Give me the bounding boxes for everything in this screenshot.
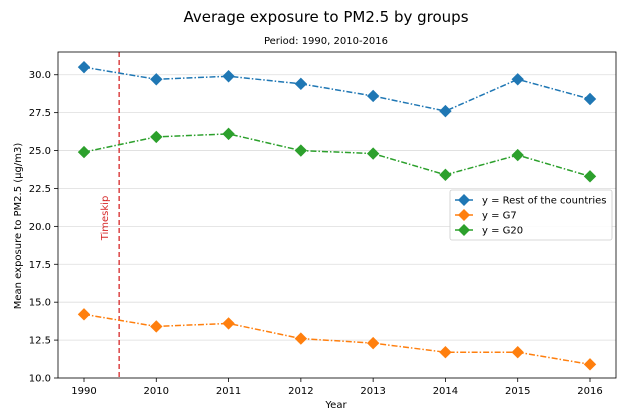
data-point bbox=[583, 92, 597, 106]
axes: 10.0 12.5 15.0 17.5 20.0 22.5 25.0 27.5 30.0 1990… bbox=[29, 51, 617, 397]
plot-frame bbox=[57, 51, 617, 379]
x-tick-label: 2016 bbox=[577, 386, 602, 397]
x-tick-label: 2013 bbox=[360, 386, 385, 397]
data-point bbox=[583, 358, 597, 371]
y-tick-label: 20.0 bbox=[29, 222, 51, 233]
data-point bbox=[511, 73, 524, 86]
data-point bbox=[366, 147, 380, 160]
data-point bbox=[77, 145, 91, 159]
data-point bbox=[439, 346, 452, 359]
timeskip-annotation: Timeskip bbox=[100, 52, 120, 378]
data-point bbox=[366, 336, 380, 350]
legend-label: y = Rest of the countries bbox=[482, 196, 607, 207]
y-tick-label: 15.0 bbox=[29, 298, 51, 309]
y-axis-label: Mean exposure to PM2.5 (µg/m3) bbox=[13, 143, 24, 310]
legend-marker bbox=[458, 224, 470, 236]
x-tick-label: 2010 bbox=[144, 386, 169, 397]
data-point bbox=[511, 346, 524, 359]
data-point bbox=[583, 170, 597, 183]
series-0 bbox=[77, 60, 597, 118]
timeskip-label: Timeskip bbox=[100, 196, 111, 242]
legend-marker bbox=[458, 209, 470, 221]
legend-box bbox=[449, 189, 613, 241]
y-tick-label: 30.0 bbox=[29, 70, 51, 81]
series-group bbox=[77, 60, 597, 371]
data-point bbox=[150, 130, 163, 144]
legend-marker bbox=[458, 194, 470, 206]
y-tick-label: 25.0 bbox=[29, 146, 51, 157]
data-point bbox=[77, 308, 91, 321]
legend-label: y = G7 bbox=[482, 211, 517, 222]
y-tick-label: 17.5 bbox=[29, 260, 51, 271]
data-point bbox=[77, 60, 91, 74]
series-1 bbox=[77, 308, 597, 371]
data-point bbox=[222, 70, 235, 83]
x-tick-label: 1990 bbox=[71, 386, 96, 397]
x-tick-label: 2014 bbox=[433, 386, 458, 397]
y-tick-label: 27.5 bbox=[29, 108, 51, 119]
data-point bbox=[150, 320, 163, 333]
y-tick-label: 10.0 bbox=[29, 374, 51, 385]
x-axis-label: Year bbox=[324, 400, 347, 411]
data-point bbox=[222, 127, 235, 141]
legend-label: y = G20 bbox=[482, 226, 523, 237]
series-line bbox=[83, 66, 591, 112]
chart-title: Average exposure to PM2.5 by groups bbox=[183, 8, 468, 26]
legend: y = Rest of the countries y = G7 y = G20 bbox=[449, 189, 613, 241]
data-point bbox=[294, 144, 308, 157]
series-line bbox=[83, 313, 591, 366]
x-tick-label: 2012 bbox=[288, 386, 313, 397]
data-point bbox=[222, 317, 235, 330]
data-point bbox=[439, 168, 452, 182]
x-tick-label: 2015 bbox=[505, 386, 530, 397]
x-tick-label: 2011 bbox=[216, 386, 241, 397]
data-point bbox=[366, 89, 380, 103]
data-point bbox=[511, 148, 524, 162]
series-2 bbox=[77, 127, 597, 183]
gridlines bbox=[58, 74, 616, 379]
data-point bbox=[294, 332, 308, 345]
y-tick-label: 22.5 bbox=[29, 184, 51, 195]
data-point bbox=[150, 73, 163, 86]
chart-subtitle: Period: 1990, 2010-2016 bbox=[264, 36, 388, 47]
y-tick-label: 12.5 bbox=[29, 336, 51, 347]
data-point bbox=[439, 104, 452, 118]
data-point bbox=[294, 77, 308, 91]
series-line bbox=[83, 133, 591, 178]
